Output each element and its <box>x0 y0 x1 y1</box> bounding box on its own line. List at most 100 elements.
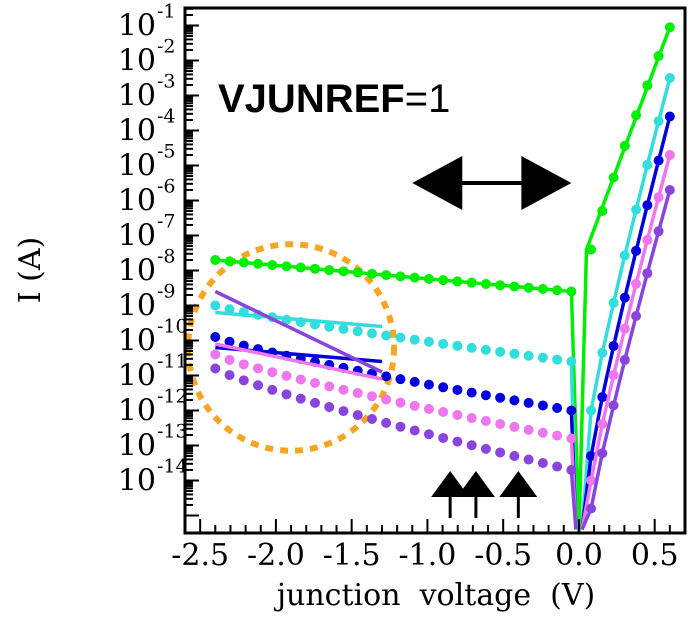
series-4-point <box>495 418 506 429</box>
y-tick-exponent: -11 <box>157 351 188 373</box>
y-tick-exponent: -13 <box>157 421 188 443</box>
series-1-point <box>238 257 249 268</box>
series-5-point <box>466 440 477 451</box>
series-4-point <box>238 359 249 370</box>
series-4-point <box>381 394 392 405</box>
y-axis-title: I (A) <box>13 237 48 303</box>
annotation-rest: =1 <box>405 77 451 121</box>
series-2-point <box>395 332 406 343</box>
y-tick-label: 10 <box>118 359 156 394</box>
x-tick-label: 0.5 <box>631 538 679 573</box>
highlight-ellipse-layer <box>185 241 398 454</box>
series-2-point <box>409 334 420 345</box>
y-tick-label: 10 <box>118 79 156 114</box>
y-tick-exponent: -14 <box>157 456 188 478</box>
series-1-point <box>631 110 642 121</box>
series-1-point <box>224 256 235 267</box>
series-4-point <box>452 410 463 421</box>
double-arrow-right-head <box>521 156 572 210</box>
series-4-point <box>366 391 377 402</box>
series-layer <box>210 22 675 535</box>
series-5-point <box>238 375 249 386</box>
series-3-point <box>395 374 406 385</box>
y-tick-exponent: -3 <box>157 71 176 93</box>
double-arrow-left-head <box>412 156 463 210</box>
y-tick-label: 10 <box>118 429 156 464</box>
series-4-point <box>438 406 449 417</box>
series-1-point <box>653 51 664 62</box>
y-tick-exponent: -7 <box>157 211 176 233</box>
series-5-point <box>295 393 306 404</box>
series-1-point <box>608 172 619 183</box>
x-tick-label: -1.5 <box>323 538 381 573</box>
series-5-point <box>423 429 434 440</box>
series-5-point <box>395 421 406 432</box>
series-1-point <box>597 205 608 216</box>
series-5-point <box>381 417 392 428</box>
up-arrow-1-head <box>431 471 470 497</box>
series-3-point <box>480 390 491 401</box>
series-5-point <box>210 363 221 374</box>
series-2-point <box>552 354 563 365</box>
series-1-point <box>409 272 420 283</box>
series-3-point <box>452 384 463 395</box>
series-3-point <box>438 382 449 393</box>
series-1-point <box>509 281 520 292</box>
y-tick-exponent: -9 <box>157 281 176 303</box>
series-5-point <box>267 384 278 395</box>
series-5-point <box>409 425 420 436</box>
series-1-point <box>438 275 449 286</box>
y-tick-label: 10 <box>118 149 156 184</box>
series-4-point <box>338 384 349 395</box>
series-5-point <box>366 414 377 425</box>
series-1-point <box>523 282 534 293</box>
series-4-point <box>552 430 563 441</box>
series-4-point <box>395 397 406 408</box>
series-5-point <box>480 443 491 454</box>
series-3-point <box>423 379 434 390</box>
series-2-point <box>295 317 306 328</box>
series-5-dip-line <box>569 469 578 530</box>
series-4-point <box>210 349 221 360</box>
series-2-point <box>495 346 506 357</box>
annotation-vjunref: VJUNREF=1 <box>218 77 450 121</box>
series-5-point <box>352 410 363 421</box>
series-4-point <box>352 388 363 399</box>
y-tick-label: 10 <box>118 219 156 254</box>
series-5-point <box>281 389 292 400</box>
series-2-point <box>238 307 249 318</box>
series-5-point <box>552 461 563 472</box>
series-4-point <box>423 403 434 414</box>
series-1-point <box>552 285 563 296</box>
series-4-point <box>310 377 320 388</box>
series-4-point <box>523 424 534 435</box>
highlight-ellipse <box>185 241 398 454</box>
series-2-point <box>480 344 491 355</box>
series-3-point <box>509 395 520 406</box>
series-3-point <box>210 332 221 342</box>
series-5-point <box>310 397 320 408</box>
y-tick-exponent: -10 <box>157 316 188 338</box>
series-1-point <box>352 267 363 278</box>
x-tick-label: -2.0 <box>247 538 305 573</box>
series-1-point <box>366 268 377 279</box>
series-2-point <box>466 342 477 353</box>
series-2-point <box>366 328 377 339</box>
series-4-point <box>466 413 477 424</box>
series-3-point <box>409 376 420 387</box>
series-3-point <box>224 336 235 347</box>
series-3-point <box>466 387 477 398</box>
series-1-point <box>295 262 306 273</box>
series-2-point <box>338 323 349 334</box>
x-tick-label: -2.5 <box>171 538 229 573</box>
series-4-forward-line <box>580 154 672 530</box>
series-5-point <box>495 447 506 458</box>
series-1-point <box>495 280 506 291</box>
series-1-point <box>642 80 653 91</box>
annotation-bold: VJUNREF <box>218 77 405 121</box>
series-5-point <box>537 458 548 469</box>
series-1-point <box>267 260 278 271</box>
series-3-point <box>552 402 563 413</box>
series-1-point <box>537 283 548 294</box>
series-2-point <box>381 330 392 341</box>
